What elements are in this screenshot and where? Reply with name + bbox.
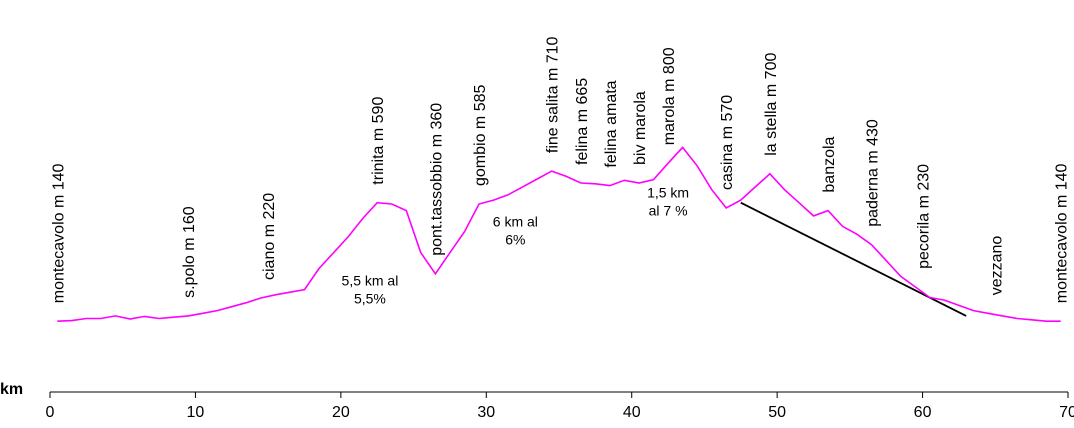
x-tick-label: 40 (623, 404, 641, 421)
x-tick-label: 70 (1059, 404, 1074, 421)
x-tick-label: 50 (768, 404, 786, 421)
place-label: banzola (821, 136, 838, 192)
elevation-line (57, 146, 1061, 323)
x-tick-label: 30 (477, 404, 495, 421)
place-label: vezzano (988, 236, 1005, 296)
place-label: ciano m 220 (261, 193, 278, 280)
place-label: marola m 800 (661, 47, 678, 145)
x-tick-label: 10 (187, 404, 205, 421)
place-label: pont.tassobbio m 360 (428, 103, 445, 256)
place-label: la stella m 700 (763, 53, 780, 156)
gradient-annotation: 6% (505, 231, 525, 247)
place-label: pecorila m 230 (916, 164, 933, 269)
x-tick-label: 60 (914, 404, 932, 421)
place-label: felina amata (603, 80, 620, 167)
place-label: felina m 665 (574, 78, 591, 165)
gradient-annotation: 1,5 km (647, 184, 689, 200)
gradient-annotation: 5,5 km al (342, 273, 399, 289)
place-label: biv marola (632, 91, 649, 165)
place-label: montecavolo m 140 (50, 163, 67, 303)
x-tick-label: 20 (332, 404, 350, 421)
place-label: paderna m 430 (865, 119, 882, 227)
place-label: fine salita m 710 (545, 36, 562, 153)
place-label: montecavolo m 140 (1054, 163, 1071, 303)
place-label: trinita m 590 (370, 97, 387, 185)
gradient-annotation: 5,5% (354, 291, 386, 307)
place-label: s.polo m 160 (181, 206, 198, 298)
gradient-annotation: 6 km al (493, 213, 538, 229)
place-label: casina m 570 (719, 95, 736, 190)
place-label: gombio m 585 (472, 85, 489, 186)
x-axis-label: km (0, 381, 23, 398)
x-tick-label: 0 (46, 404, 55, 421)
gradient-annotation: al 7 % (649, 202, 688, 218)
